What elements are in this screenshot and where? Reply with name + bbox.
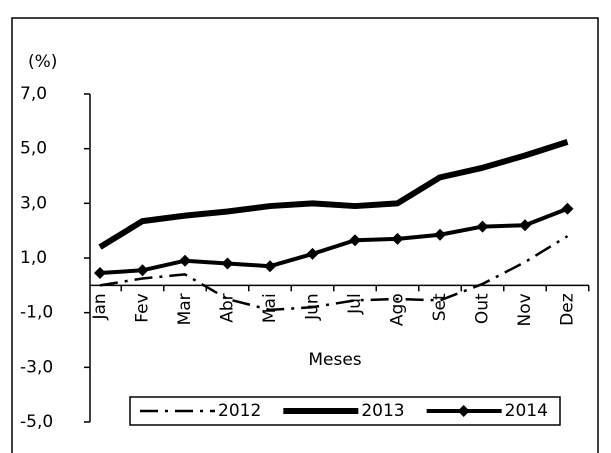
- legend-label: 2012: [218, 401, 261, 421]
- x-tick-label: Jan: [90, 293, 110, 320]
- marker: [391, 232, 404, 245]
- marker: [136, 264, 149, 277]
- x-tick-label: Jul: [345, 293, 365, 315]
- y-tick-label: 7,0: [20, 84, 47, 104]
- x-tick-label: Out: [473, 293, 493, 324]
- marker: [434, 228, 446, 241]
- y-tick-label: 1,0: [20, 248, 47, 268]
- x-tick-label: Mai: [260, 293, 280, 323]
- y-axis-label: (%): [28, 52, 57, 72]
- y-tick-label: -1,0: [20, 303, 53, 323]
- marker: [476, 220, 489, 233]
- marker: [221, 257, 234, 270]
- series-line: [99, 206, 569, 276]
- legend-label: 2014: [505, 401, 548, 421]
- marker: [349, 234, 361, 247]
- marker: [519, 219, 531, 232]
- y-tick-label: -5,0: [20, 412, 53, 432]
- x-tick-label: Mar: [175, 293, 195, 325]
- series-line: [98, 138, 569, 250]
- y-tick-label: 3,0: [20, 193, 47, 213]
- legend-label: 2013: [361, 401, 404, 421]
- y-tick-label: 5,0: [20, 139, 47, 159]
- chart-border: [11, 17, 599, 453]
- x-tick-label: Set: [430, 293, 450, 321]
- x-tick-label: Ago: [388, 293, 408, 326]
- x-axis-label: Meses: [308, 350, 361, 370]
- marker: [94, 267, 106, 280]
- x-tick-label: Nov: [515, 293, 535, 326]
- y-tick-label: -3,0: [20, 357, 53, 377]
- x-tick-label: Abr: [218, 293, 238, 322]
- series-line: [99, 235, 569, 312]
- marker: [306, 247, 319, 260]
- marker: [179, 254, 191, 267]
- x-tick-label: Fev: [133, 293, 153, 322]
- marker: [264, 260, 276, 273]
- x-tick-label: Dez: [558, 293, 578, 326]
- marker: [561, 202, 574, 215]
- legend-marker: [457, 405, 470, 417]
